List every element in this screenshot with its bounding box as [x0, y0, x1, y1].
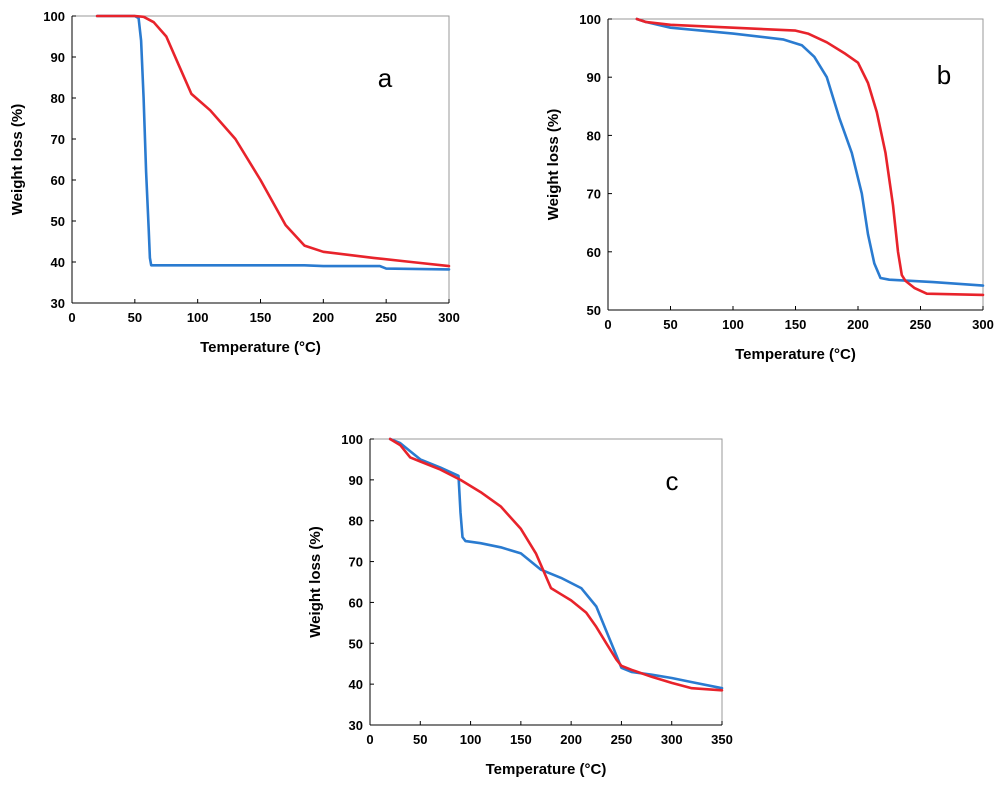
x-tick-label: 250 — [611, 732, 633, 747]
series-line-2 — [635, 17, 985, 297]
series-line-2 — [95, 14, 451, 268]
y-tick-label: 30 — [51, 296, 65, 311]
x-tick-label: 50 — [128, 310, 142, 325]
y-tick-label: 60 — [587, 245, 601, 260]
y-axis-title: Weight loss (%) — [545, 109, 562, 220]
x-tick-label: 100 — [187, 310, 209, 325]
panel-label: b — [937, 60, 951, 90]
chart-panel-a: 0 50 100 150 200 250 300 30 40 50 60 70 80 90 100 Tempe… — [9, 9, 460, 356]
panel-label: a — [378, 63, 393, 93]
x-tick-label: 200 — [312, 310, 334, 325]
y-axis-title: Weight loss (%) — [9, 104, 26, 215]
x-tick-label: 250 — [910, 317, 932, 332]
y-tick-label: 100 — [579, 12, 601, 27]
chart-panel-b: 0 50 100 150 200 250 3005060708090100Temperatu… — [545, 12, 994, 363]
chart-panel-c: 0 50 100 150 200 250 300 350 30 40 50 60 70 80 90 100 Te… — [307, 432, 733, 778]
x-tick-label: 150 — [250, 310, 272, 325]
y-tick-label: 60 — [349, 595, 363, 610]
series-line-1 — [95, 14, 451, 271]
y-tick-label: 100 — [43, 9, 65, 24]
y-tick-label: 90 — [349, 473, 363, 488]
x-tick-label: 300 — [438, 310, 460, 325]
x-tick-label: 150 — [510, 732, 532, 747]
x-tick-label: 100 — [460, 732, 482, 747]
y-tick-label: 100 — [341, 432, 363, 447]
x-tick-label: 150 — [785, 317, 807, 332]
x-tick-label: 0 — [366, 732, 373, 747]
series-line-1 — [635, 17, 985, 287]
x-tick-label: 100 — [722, 317, 744, 332]
y-tick-label: 50 — [349, 636, 363, 651]
plot-frame — [608, 18, 984, 310]
x-axis-title: Temperature (°C) — [200, 339, 321, 356]
y-axis-title: Weight loss (%) — [307, 526, 324, 637]
series-line-2 — [388, 437, 724, 692]
x-tick-label: 50 — [413, 732, 427, 747]
x-tick-label: 0 — [68, 310, 75, 325]
y-tick-label: 90 — [587, 70, 601, 85]
y-tick-label: 40 — [51, 255, 65, 270]
plot-frame — [72, 15, 450, 303]
plot-frame — [370, 438, 723, 725]
x-tick-label: 50 — [663, 317, 677, 332]
y-tick-label: 40 — [349, 677, 363, 692]
y-tick-label: 50 — [51, 214, 65, 229]
x-tick-label: 250 — [375, 310, 397, 325]
y-tick-label: 50 — [587, 303, 601, 318]
x-tick-label: 200 — [560, 732, 582, 747]
y-tick-label: 70 — [349, 555, 363, 570]
x-tick-label: 350 — [711, 732, 733, 747]
x-tick-label: 300 — [661, 732, 683, 747]
x-axis-title: Temperature (°C) — [486, 761, 607, 778]
y-tick-label: 80 — [51, 91, 65, 106]
y-tick-label: 80 — [349, 514, 363, 529]
panel-label: c — [666, 466, 679, 496]
y-tick-label: 60 — [51, 173, 65, 188]
x-tick-label: 300 — [972, 317, 994, 332]
x-tick-label: 200 — [847, 317, 869, 332]
y-tick-label: 90 — [51, 50, 65, 65]
y-tick-label: 30 — [349, 718, 363, 733]
y-tick-label: 70 — [587, 187, 601, 202]
x-tick-label: 0 — [604, 317, 611, 332]
x-axis-title: Temperature (°C) — [735, 346, 856, 363]
series-line-1 — [388, 437, 724, 690]
y-tick-label: 70 — [51, 132, 65, 147]
y-tick-label: 80 — [587, 128, 601, 143]
